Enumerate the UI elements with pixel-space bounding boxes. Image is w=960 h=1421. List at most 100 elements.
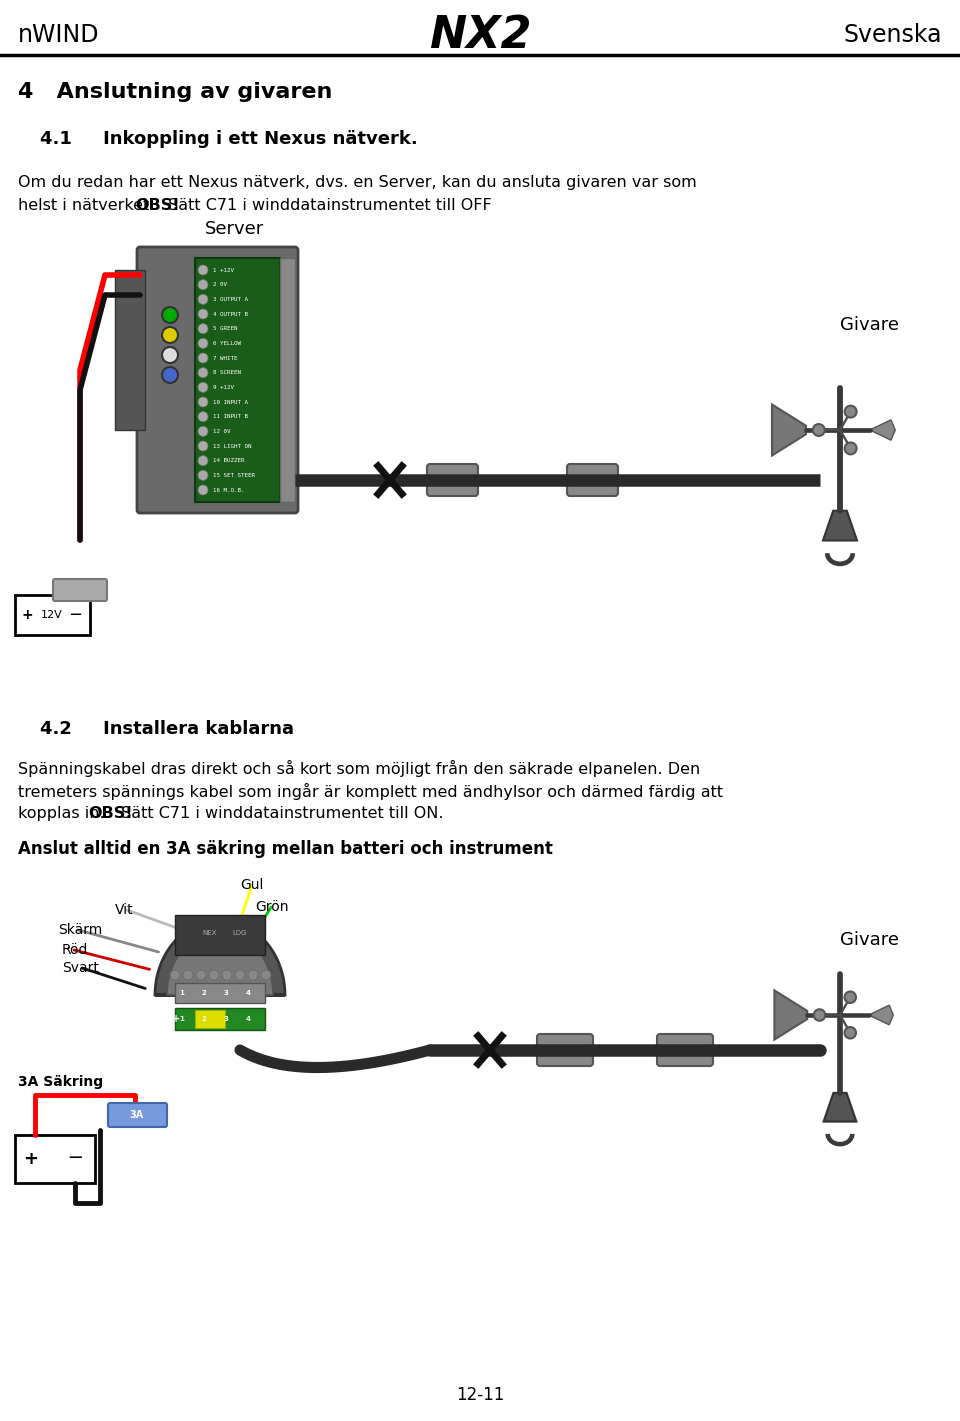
Text: 10 INPUT A: 10 INPUT A — [213, 399, 248, 405]
Circle shape — [814, 1009, 826, 1020]
Circle shape — [198, 426, 208, 436]
Text: 16 M.O.B.: 16 M.O.B. — [213, 487, 245, 493]
Text: 11 INPUT B: 11 INPUT B — [213, 414, 248, 419]
Text: tremeters spännings kabel som ingår är komplett med ändhylsor och därmed färdig : tremeters spännings kabel som ingår är k… — [18, 783, 723, 800]
Polygon shape — [167, 932, 273, 995]
Bar — [115, 270, 145, 431]
Text: Röd: Röd — [62, 944, 88, 956]
Text: 4: 4 — [246, 1016, 251, 1022]
Circle shape — [196, 971, 206, 980]
Circle shape — [198, 308, 208, 318]
Text: Om du redan har ett Nexus nätverk, dvs. en Server, kan du ansluta givaren var so: Om du redan har ett Nexus nätverk, dvs. … — [18, 175, 697, 190]
Text: NX2: NX2 — [429, 14, 531, 57]
Bar — [175, 915, 265, 955]
Text: 14 BUZZER: 14 BUZZER — [213, 458, 245, 463]
Text: Givare: Givare — [840, 931, 899, 949]
Text: Anslut alltid en 3A säkring mellan batteri och instrument: Anslut alltid en 3A säkring mellan batte… — [18, 840, 553, 858]
Polygon shape — [823, 510, 857, 540]
Text: Gul: Gul — [240, 878, 263, 892]
Text: Grön: Grön — [255, 899, 289, 914]
Circle shape — [162, 307, 178, 323]
Circle shape — [845, 405, 856, 418]
Text: nWIND: nWIND — [18, 23, 100, 47]
FancyBboxPatch shape — [657, 1034, 713, 1066]
Text: 12V: 12V — [41, 610, 62, 620]
Text: 2: 2 — [202, 1016, 206, 1022]
Text: 3A: 3A — [130, 1110, 144, 1120]
Text: Givare: Givare — [840, 315, 899, 334]
FancyBboxPatch shape — [567, 465, 618, 496]
Text: 1: 1 — [180, 1016, 184, 1022]
Bar — [195, 259, 280, 502]
Text: 1 +12V: 1 +12V — [213, 267, 234, 273]
Polygon shape — [869, 1005, 894, 1025]
FancyBboxPatch shape — [537, 1034, 593, 1066]
Text: 4 OUTPUT B: 4 OUTPUT B — [213, 311, 248, 317]
Bar — [280, 259, 295, 502]
Circle shape — [209, 971, 219, 980]
Text: helst i nätverket.: helst i nätverket. — [18, 198, 164, 213]
Text: +: + — [21, 608, 33, 622]
Text: Sätt C71 i winddatainstrumentet till OFF: Sätt C71 i winddatainstrumentet till OFF — [163, 198, 492, 213]
Text: 13 LIGHT ON: 13 LIGHT ON — [213, 443, 252, 449]
Text: OBS!: OBS! — [88, 806, 132, 821]
Text: 4: 4 — [246, 990, 251, 996]
Circle shape — [198, 456, 208, 466]
Text: 4.1     Inkoppling i ett Nexus nätverk.: 4.1 Inkoppling i ett Nexus nätverk. — [40, 129, 418, 148]
Text: Spänningskabel dras direkt och så kort som möjligt från den säkrade elpanelen. D: Spänningskabel dras direkt och så kort s… — [18, 760, 700, 777]
Polygon shape — [775, 990, 807, 1040]
Text: +: + — [23, 1150, 38, 1168]
FancyBboxPatch shape — [427, 465, 478, 496]
Circle shape — [170, 971, 180, 980]
Circle shape — [198, 485, 208, 495]
Text: 15 SET STEER: 15 SET STEER — [213, 473, 255, 477]
Circle shape — [162, 347, 178, 362]
FancyBboxPatch shape — [137, 247, 298, 513]
Text: Sätt C71 i winddatainstrumentet till ON.: Sätt C71 i winddatainstrumentet till ON. — [116, 806, 444, 821]
Text: Svart: Svart — [62, 961, 99, 975]
Text: Svenska: Svenska — [844, 23, 942, 47]
Text: 7 WHITE: 7 WHITE — [213, 355, 237, 361]
Circle shape — [248, 971, 258, 980]
Circle shape — [198, 294, 208, 304]
Circle shape — [845, 1027, 856, 1039]
Circle shape — [198, 441, 208, 450]
Text: kopplas in.: kopplas in. — [18, 806, 109, 821]
Circle shape — [198, 396, 208, 406]
Text: NEX: NEX — [203, 929, 217, 936]
Text: 12 0V: 12 0V — [213, 429, 230, 433]
Text: 4   Anslutning av givaren: 4 Anslutning av givaren — [18, 82, 332, 102]
Circle shape — [198, 338, 208, 348]
Text: 12-11: 12-11 — [456, 1385, 504, 1404]
Text: Skärm: Skärm — [58, 924, 103, 936]
Text: 3 OUTPUT A: 3 OUTPUT A — [213, 297, 248, 301]
Text: 1: 1 — [180, 990, 184, 996]
Bar — [15, 595, 90, 635]
Text: 3: 3 — [224, 990, 228, 996]
Text: Server: Server — [205, 220, 264, 237]
Circle shape — [222, 971, 232, 980]
FancyBboxPatch shape — [108, 1103, 167, 1127]
Text: ─: ─ — [69, 1150, 81, 1168]
Text: 2 0V: 2 0V — [213, 283, 227, 287]
Circle shape — [198, 470, 208, 480]
Text: ─: ─ — [70, 605, 80, 624]
Polygon shape — [155, 919, 285, 995]
Bar — [175, 1007, 265, 1030]
Polygon shape — [870, 419, 896, 441]
Polygon shape — [824, 1093, 856, 1121]
Bar — [15, 1135, 95, 1184]
Circle shape — [235, 971, 245, 980]
Text: 3A Säkring: 3A Säkring — [18, 1076, 103, 1088]
Circle shape — [813, 423, 825, 436]
Circle shape — [198, 412, 208, 422]
Text: 8 SCREEN: 8 SCREEN — [213, 369, 241, 375]
Text: 4.2     Installera kablarna: 4.2 Installera kablarna — [40, 720, 294, 737]
Polygon shape — [772, 405, 806, 456]
Text: +: + — [172, 1015, 180, 1025]
Text: 2: 2 — [202, 990, 206, 996]
Text: 5 GREEN: 5 GREEN — [213, 327, 237, 331]
Text: 6 YELLOW: 6 YELLOW — [213, 341, 241, 345]
Circle shape — [198, 382, 208, 392]
Circle shape — [261, 971, 271, 980]
